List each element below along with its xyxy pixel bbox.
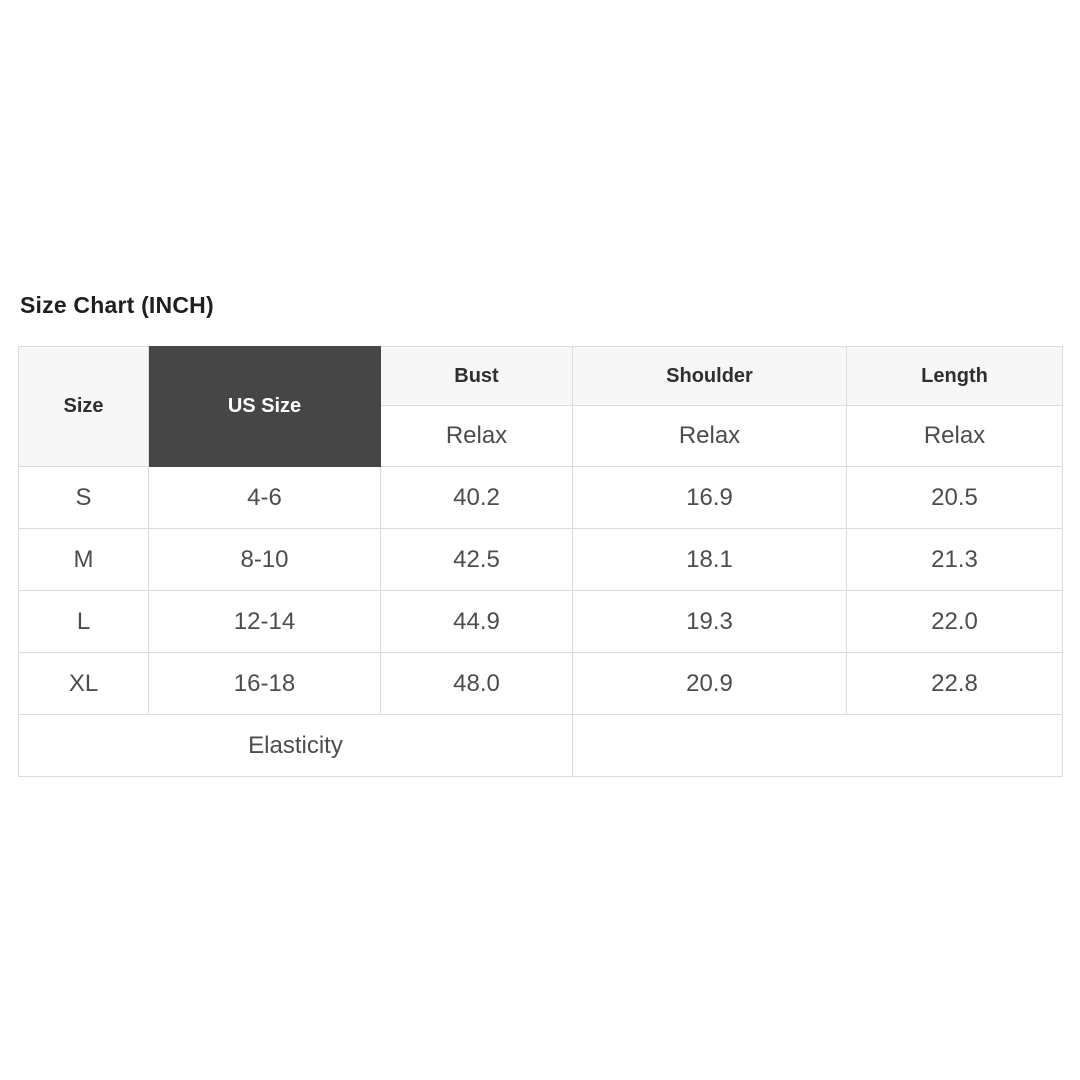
table-row-s: S 4-6 40.2 16.9 20.5: [18, 466, 1063, 529]
cell-us-size: 16-18: [148, 652, 381, 715]
cell-shoulder: 20.9: [572, 652, 847, 715]
cell-shoulder: 18.1: [572, 528, 847, 591]
cell-length: 22.8: [846, 652, 1063, 715]
cell-bust: 48.0: [380, 652, 573, 715]
table-row-elasticity: Elasticity: [18, 714, 1063, 777]
table-row-xl: XL 16-18 48.0 20.9 22.8: [18, 652, 1063, 715]
cell-shoulder: 19.3: [572, 590, 847, 653]
column-header-size: Size: [18, 346, 149, 467]
column-header-bust: Bust: [380, 346, 573, 406]
cell-us-size: 8-10: [148, 528, 381, 591]
fit-cell-length: Relax: [846, 405, 1063, 467]
table-row-l: L 12-14 44.9 19.3 22.0: [18, 590, 1063, 653]
cell-bust: 40.2: [380, 466, 573, 529]
header-row-measures: Size US Size Bust Shoulder Length: [18, 346, 1063, 467]
cell-shoulder: 16.9: [572, 466, 847, 529]
fit-cell-bust: Relax: [380, 405, 573, 467]
elasticity-label-cell: Elasticity: [18, 714, 573, 777]
cell-size: L: [18, 590, 149, 653]
cell-us-size: 12-14: [148, 590, 381, 653]
fit-cell-shoulder: Relax: [572, 405, 847, 467]
cell-length: 22.0: [846, 590, 1063, 653]
elasticity-value-cell: [572, 714, 1063, 777]
cell-us-size: 4-6: [148, 466, 381, 529]
size-chart-table: Size US Size Bust Shoulder Length Relax …: [18, 346, 1063, 777]
cell-length: 21.3: [846, 528, 1063, 591]
column-header-us-size: US Size: [148, 346, 381, 467]
size-chart-section: Size Chart (INCH) Size US Size Bust Shou…: [18, 292, 1063, 777]
column-header-shoulder: Shoulder: [572, 346, 847, 406]
page-title: Size Chart (INCH): [20, 292, 214, 318]
cell-size: S: [18, 466, 149, 529]
column-header-length: Length: [846, 346, 1063, 406]
cell-bust: 42.5: [380, 528, 573, 591]
header-row-fit: Relax Relax Relax: [19, 405, 1063, 467]
cell-size: XL: [18, 652, 149, 715]
cell-length: 20.5: [846, 466, 1063, 529]
cell-size: M: [18, 528, 149, 591]
cell-bust: 44.9: [380, 590, 573, 653]
table-row-m: M 8-10 42.5 18.1 21.3: [18, 528, 1063, 591]
